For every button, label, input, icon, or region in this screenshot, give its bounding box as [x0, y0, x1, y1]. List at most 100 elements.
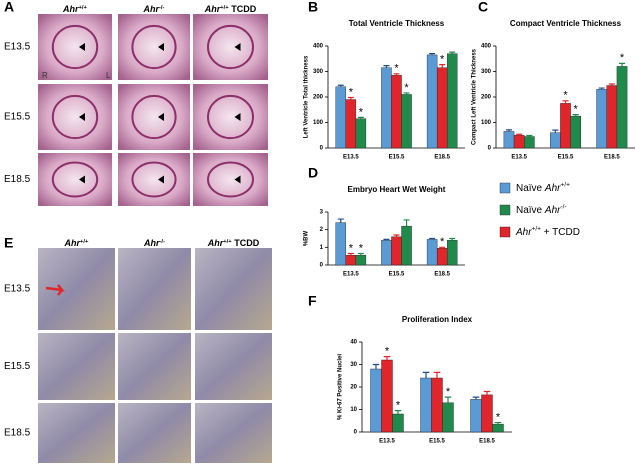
- significance-marker: *: [620, 52, 625, 64]
- micrograph: [195, 403, 272, 463]
- significance-marker: *: [563, 90, 568, 102]
- micrograph: [195, 248, 272, 330]
- bar: [596, 89, 607, 149]
- x-tick-label: E13.5: [343, 272, 359, 278]
- error-bar: [393, 234, 400, 237]
- gene: Ahr: [515, 227, 532, 238]
- micrograph: [118, 153, 190, 206]
- arrowhead: [158, 43, 164, 51]
- legend-swatch: [499, 204, 511, 216]
- arrowhead: [234, 113, 241, 121]
- panel-letter: A: [4, 0, 14, 15]
- superscript: +/+: [220, 4, 229, 10]
- x-tick-label: E15.5: [389, 272, 405, 278]
- legend-label: Ahr+/+ + TCDD: [515, 225, 580, 237]
- error-bar: [505, 129, 513, 132]
- bar: [381, 67, 392, 149]
- significance-marker: *: [359, 242, 364, 254]
- x-tick-label: E15.5: [429, 439, 445, 445]
- arrowhead: [79, 113, 85, 121]
- x-tick-label: E13.5: [343, 155, 359, 161]
- bar: [335, 86, 347, 149]
- x-tick-label: E18.5: [479, 439, 495, 445]
- error-bar: [472, 396, 480, 400]
- error-bar: [347, 96, 354, 100]
- y-axis-label: Compact Left Ventricle Thickness: [472, 48, 478, 145]
- column-header: Ahr+/+ TCDD: [204, 4, 257, 14]
- heart-section: [207, 24, 254, 70]
- column-header: Ahr-/-: [142, 4, 164, 14]
- chart-title: Total Ventricle Thickness: [349, 19, 445, 28]
- y-tick-label: 0: [320, 146, 324, 152]
- micrograph: [38, 84, 112, 150]
- bar: [492, 423, 504, 433]
- bar: [381, 240, 392, 266]
- row-label: E15.5: [4, 112, 31, 123]
- y-tick-label: 100: [313, 120, 324, 126]
- micrograph: [193, 84, 268, 150]
- error-bar: [357, 252, 364, 256]
- error-bar: [394, 410, 402, 414]
- arrowhead: [234, 43, 241, 51]
- y-axis-label: % Ki-67 Positive Nuclei: [338, 354, 344, 420]
- row-label: E15.5: [4, 361, 31, 372]
- side-label: L: [106, 71, 111, 80]
- bar: [470, 399, 482, 433]
- bar: [616, 66, 628, 149]
- bar: [401, 94, 412, 149]
- error-bar: [572, 113, 579, 117]
- bar: [513, 135, 525, 149]
- arrowhead: [79, 43, 85, 51]
- y-tick-label: 300: [313, 69, 324, 75]
- error-bar: [439, 64, 446, 68]
- micrograph: [193, 153, 268, 206]
- legend-swatch: [499, 182, 511, 194]
- superscript: +/+: [223, 238, 232, 244]
- micrograph: [38, 14, 112, 80]
- error-bar: [618, 62, 626, 67]
- legend-label: Naïve Ahr+/+: [516, 181, 570, 193]
- column-header: Ahr+/+: [64, 238, 90, 248]
- arrowhead: [158, 175, 164, 184]
- significance-marker: *: [385, 346, 390, 358]
- y-tick-label: 300: [481, 69, 492, 75]
- bar: [370, 368, 382, 433]
- superscript: -/-: [159, 4, 165, 10]
- heart-section: [51, 24, 99, 70]
- gene: Ahr: [204, 4, 221, 14]
- bar: [426, 54, 438, 149]
- y-tick-label: 400: [313, 44, 324, 50]
- heart-section: [51, 161, 99, 198]
- side-label: R: [42, 71, 48, 80]
- x-tick-label: E18.5: [434, 155, 450, 161]
- label-suffix: TCDD: [229, 4, 257, 14]
- bar: [381, 359, 393, 433]
- chart-title: Proliferation Index: [402, 315, 473, 324]
- gene: Ahr: [143, 238, 160, 248]
- x-tick-label: E15.5: [558, 155, 574, 161]
- x-tick-label: E18.5: [604, 155, 620, 161]
- heart-section: [131, 24, 177, 70]
- error-bar: [439, 246, 446, 249]
- y-tick-label: 200: [313, 95, 324, 101]
- error-bar: [429, 53, 436, 55]
- micrograph: [118, 248, 191, 330]
- error-bar: [393, 73, 400, 76]
- error-bar: [383, 65, 390, 68]
- micrograph: [193, 14, 268, 80]
- bar: [550, 132, 561, 149]
- legend-label: Naïve Ahr-/-: [516, 203, 567, 215]
- y-tick-label: 20: [350, 385, 357, 391]
- error-bar: [444, 396, 452, 403]
- row-label: E13.5: [4, 284, 31, 295]
- error-bar: [562, 100, 569, 104]
- error-bar: [422, 371, 430, 378]
- micrograph: [38, 333, 115, 400]
- y-tick-label: 3: [320, 210, 324, 216]
- bar: [426, 239, 438, 266]
- error-bar: [449, 237, 456, 241]
- panel-letter: D: [308, 165, 318, 181]
- error-bar: [516, 133, 523, 136]
- micrograph: [118, 403, 191, 463]
- bar: [606, 85, 618, 149]
